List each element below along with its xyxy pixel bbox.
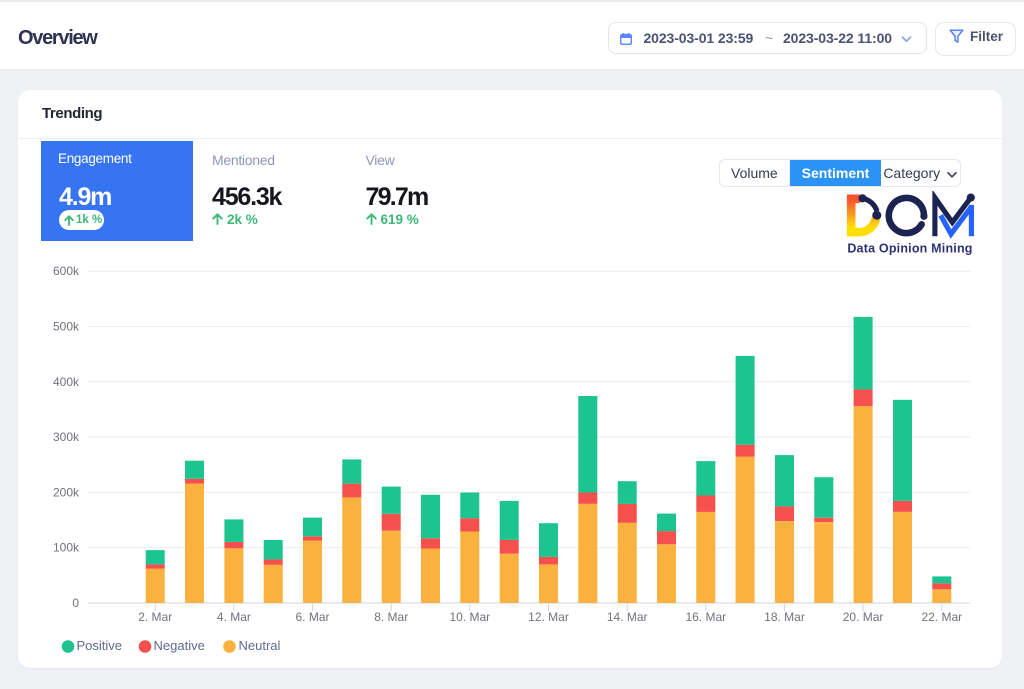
svg-text:Positive: Positive — [77, 638, 123, 653]
svg-text:Neutral: Neutral — [239, 638, 281, 653]
svg-text:8. Mar: 8. Mar — [374, 610, 408, 624]
svg-text:14. Mar: 14. Mar — [607, 610, 648, 624]
svg-text:Negative: Negative — [154, 638, 205, 653]
svg-text:500k: 500k — [53, 320, 80, 334]
svg-text:12. Mar: 12. Mar — [528, 610, 569, 624]
svg-text:16. Mar: 16. Mar — [685, 610, 726, 624]
svg-text:300k: 300k — [53, 430, 80, 444]
svg-text:0: 0 — [72, 596, 79, 610]
svg-text:2. Mar: 2. Mar — [138, 610, 172, 624]
svg-text:4. Mar: 4. Mar — [217, 610, 251, 624]
svg-text:400k: 400k — [53, 375, 80, 389]
svg-text:22. Mar: 22. Mar — [921, 610, 962, 624]
svg-text:18. Mar: 18. Mar — [764, 610, 805, 624]
svg-text:600k: 600k — [53, 264, 80, 278]
svg-text:200k: 200k — [53, 485, 80, 499]
svg-text:Data Opinion Mining: Data Opinion Mining — [847, 242, 972, 256]
svg-text:100k: 100k — [53, 541, 80, 555]
svg-text:10. Mar: 10. Mar — [449, 610, 490, 624]
svg-text:20. Mar: 20. Mar — [843, 610, 884, 624]
svg-text:6. Mar: 6. Mar — [295, 610, 329, 624]
